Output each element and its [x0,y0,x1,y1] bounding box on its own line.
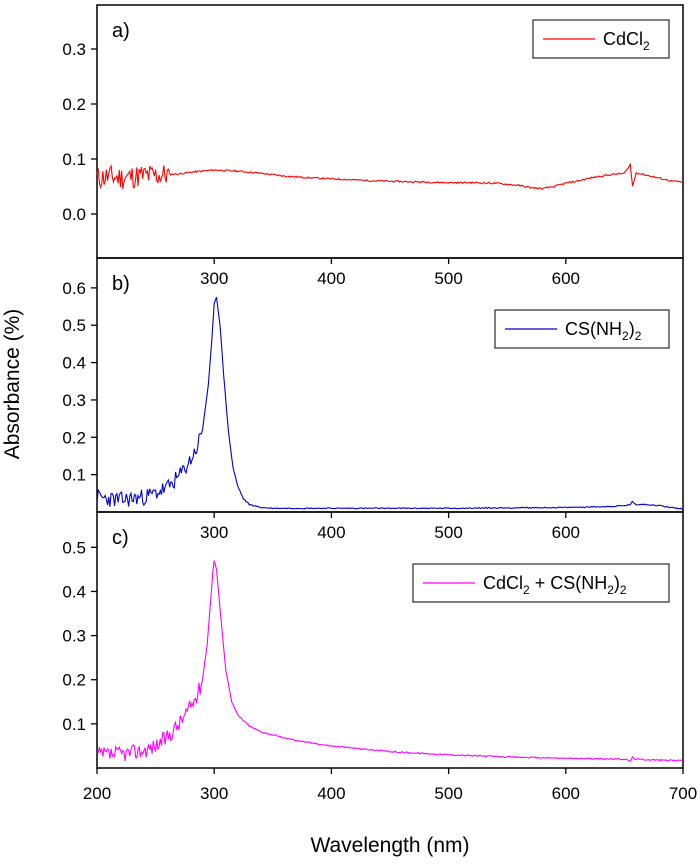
x-tick-label: 600 [552,784,580,803]
x-axis-title: Wavelength (nm) [310,834,469,857]
y-tick-label: 0.3 [62,391,86,410]
x-tick-label: 700 [669,784,697,803]
y-tick-label: 0.1 [62,715,86,734]
top-x-tick-label: 400 [317,523,345,542]
y-tick-label: 0.5 [62,538,86,557]
top-x-tick-label: 500 [434,269,462,288]
panel-1: 0.0 0.1 0.2 0.3 a) CdCl2 [62,4,684,259]
x-tick-label: 300 [200,784,228,803]
y-tick-label: 0.2 [62,671,86,690]
top-x-tick-label: 600 [552,269,580,288]
y-tick-label: 0.1 [62,466,86,485]
panel-2: 0.1 0.2 0.3 0.4 0.5 0.6 300 400 500 600 b) CS(NH2)2 [62,257,684,513]
panel-frame [96,257,684,513]
series-line [96,162,684,191]
y-tick-label: 0.4 [62,354,86,373]
y-axis-title: Absorbance (%) [1,309,24,460]
panel-frame [96,511,684,769]
y-tick-label: 0.3 [62,627,86,646]
x-tick-label: 400 [317,784,345,803]
x-tick-label: 500 [434,784,462,803]
legend: CdCl2 + CS(NH2)2 [412,563,670,603]
top-x-tick-label: 300 [200,269,228,288]
y-tick-label: 0.1 [62,150,86,169]
y-tick-label: 0.5 [62,316,86,335]
panel-3: 0.1 0.2 0.3 0.4 0.5 300 400 500 600 c) CdCl2 + CS(… [62,511,684,769]
x-tick-label: 200 [83,784,111,803]
series-line [96,560,684,762]
panel-label: b) [112,273,130,295]
y-tick-label: 0.4 [62,582,86,601]
y-tick-label: 0.2 [62,428,86,447]
top-x-tick-label: 500 [434,523,462,542]
legend: CdCl2 [532,19,670,59]
top-x-tick-label: 300 [200,523,228,542]
legend-label: CS(NH2)2 [565,319,642,343]
panel-label: c) [112,527,129,549]
y-tick-label: 0.6 [62,279,86,298]
y-tick-label: 0.3 [62,40,86,59]
series-line [96,297,684,510]
top-x-tick-label: 600 [552,523,580,542]
legend-label: CdCl2 [603,29,650,53]
y-tick-label: 0.0 [62,205,86,224]
panel-label: a) [112,20,130,42]
y-tick-label: 0.2 [62,95,86,114]
legend-label: CdCl2 + CS(NH2)2 [483,573,627,597]
legend: CS(NH2)2 [494,309,670,349]
top-x-tick-label: 400 [317,269,345,288]
